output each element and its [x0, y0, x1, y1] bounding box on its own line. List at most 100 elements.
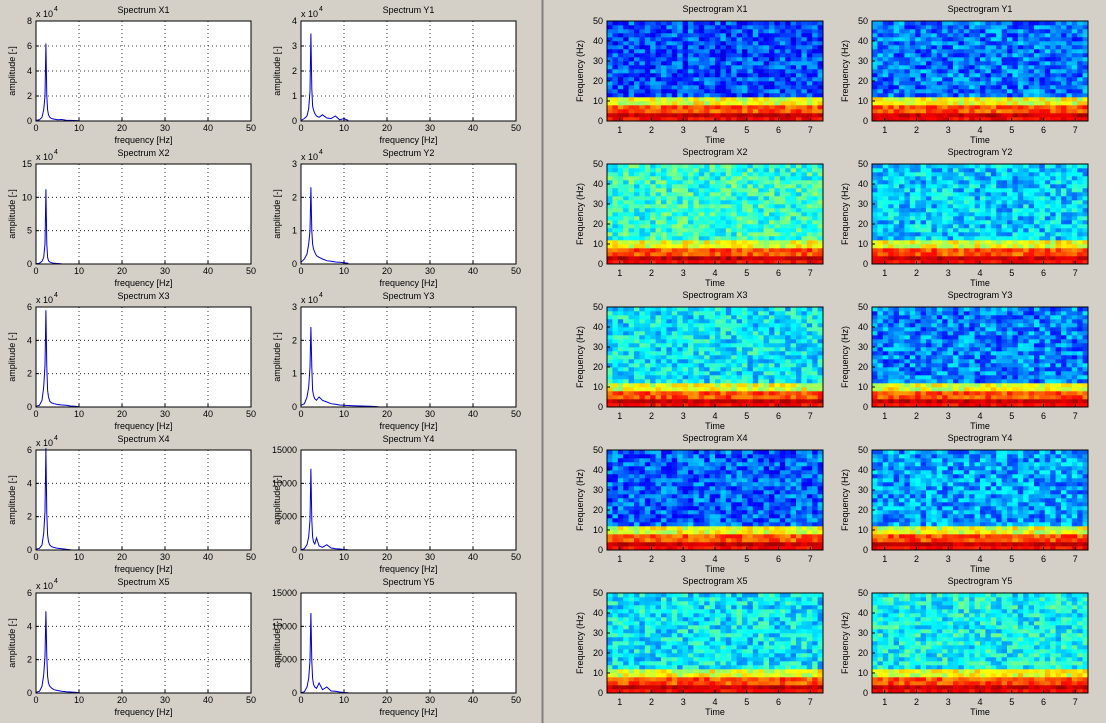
heatmap-cell [650, 81, 656, 86]
heatmap-cell [747, 176, 754, 181]
heatmap-cell [963, 65, 970, 70]
heatmap-cell [715, 37, 721, 42]
heatmap-cell [904, 244, 911, 249]
heatmap-cell [1012, 65, 1019, 70]
y-tick-label: 5000 [277, 512, 297, 522]
y-tick-label: 2 [27, 91, 32, 101]
heatmap-cell [693, 85, 700, 90]
heatmap-cell [612, 73, 619, 78]
heatmap-cell [1077, 101, 1083, 106]
heatmap-cell [693, 204, 700, 209]
heatmap-cell [742, 85, 748, 90]
heatmap-cell [872, 192, 878, 197]
heatmap-cell [736, 176, 743, 181]
heatmap-cell [655, 61, 662, 66]
heatmap-cell [715, 69, 721, 74]
heatmap-cell [942, 89, 948, 94]
heatmap-cell [715, 228, 721, 233]
heatmap-cell [1034, 228, 1040, 233]
heatmap-cell [731, 395, 737, 400]
heatmap-cell [1028, 196, 1035, 201]
heatmap-cell [666, 367, 673, 372]
heatmap-cell [612, 204, 619, 209]
heatmap-cell [1017, 248, 1024, 253]
heatmap-cell [736, 184, 743, 189]
heatmap-cell [1061, 45, 1067, 50]
heatmap-cell [650, 25, 656, 30]
heatmap-cell [1034, 57, 1040, 62]
heatmap-cell [644, 232, 651, 237]
heatmap-cell [671, 236, 678, 241]
heatmap-cell [661, 403, 667, 408]
heatmap-cell [661, 196, 667, 201]
heatmap-cell [1061, 77, 1067, 82]
heatmap-cell [617, 180, 624, 185]
heatmap-cell [1012, 216, 1019, 221]
heatmap-cell [909, 81, 916, 86]
heatmap-cells [607, 21, 824, 122]
heatmap-cell [1012, 21, 1019, 26]
heatmap-cell [1082, 57, 1089, 62]
heatmap-cell [612, 228, 619, 233]
heatmap-cell [974, 85, 981, 90]
heatmap-cell [801, 117, 808, 122]
heatmap-cell [958, 188, 965, 193]
y-tick-label: 6 [27, 588, 32, 598]
heatmap-cell [796, 403, 802, 408]
exponent-power: 4 [319, 6, 323, 13]
heatmap-cell [763, 240, 770, 245]
heatmap-cell [612, 224, 619, 229]
heatmap-cell [752, 109, 759, 114]
heatmap-cell [725, 220, 732, 225]
heatmap-cell [747, 252, 754, 257]
x-tick-label: 20 [117, 552, 127, 562]
heatmap-cell [639, 172, 646, 177]
heatmap-cell [796, 73, 802, 78]
heatmap-cell [1039, 180, 1046, 185]
heatmap-cell [942, 73, 948, 78]
heatmap-cell [796, 176, 802, 181]
heatmap-cell [1055, 192, 1062, 197]
heatmap-cell [774, 387, 781, 392]
heatmap-cell [612, 176, 619, 181]
heatmap-cell [882, 188, 889, 193]
heatmap-cell [752, 403, 759, 408]
heatmap-cell [779, 375, 786, 380]
heatmap-cell [1077, 200, 1083, 205]
heatmap-cell [661, 212, 667, 217]
heatmap-cell [996, 73, 1002, 78]
heatmap-cell [990, 57, 997, 62]
heatmap-cell [617, 240, 624, 245]
heatmap-cell [801, 53, 808, 58]
heatmap-cell [1077, 188, 1083, 193]
heatmap-cell [752, 105, 759, 110]
heatmap-cell [747, 379, 754, 384]
heatmap-cell [936, 212, 943, 217]
heatmap-cell [779, 236, 786, 241]
heatmap-cell [888, 204, 894, 209]
heatmap-cell [790, 403, 797, 408]
heatmap-cell [806, 45, 813, 50]
heatmap-cell [980, 224, 986, 229]
heatmap-cell [1055, 81, 1062, 86]
heatmap-cell [1077, 37, 1083, 42]
x-tick-label: 4 [712, 268, 717, 278]
heatmap-cell [634, 61, 640, 66]
heatmap-cell [655, 240, 662, 245]
heatmap-cell [872, 232, 878, 237]
heatmap-cell [644, 395, 651, 400]
heatmap-cell [731, 363, 737, 368]
heatmap-cell [1066, 101, 1073, 106]
heatmap-cell [926, 81, 932, 86]
heatmap-cell [963, 57, 970, 62]
heatmap-cell [698, 379, 705, 384]
heatmap-cell [1044, 97, 1051, 102]
heatmap-cell [785, 256, 791, 261]
heatmap-cell [872, 240, 878, 245]
heatmap-cell [947, 109, 954, 114]
heatmap-cell [758, 172, 764, 177]
heatmap-cell [747, 355, 754, 360]
heatmap-cell [661, 97, 667, 102]
heatmap-cell [963, 164, 970, 169]
